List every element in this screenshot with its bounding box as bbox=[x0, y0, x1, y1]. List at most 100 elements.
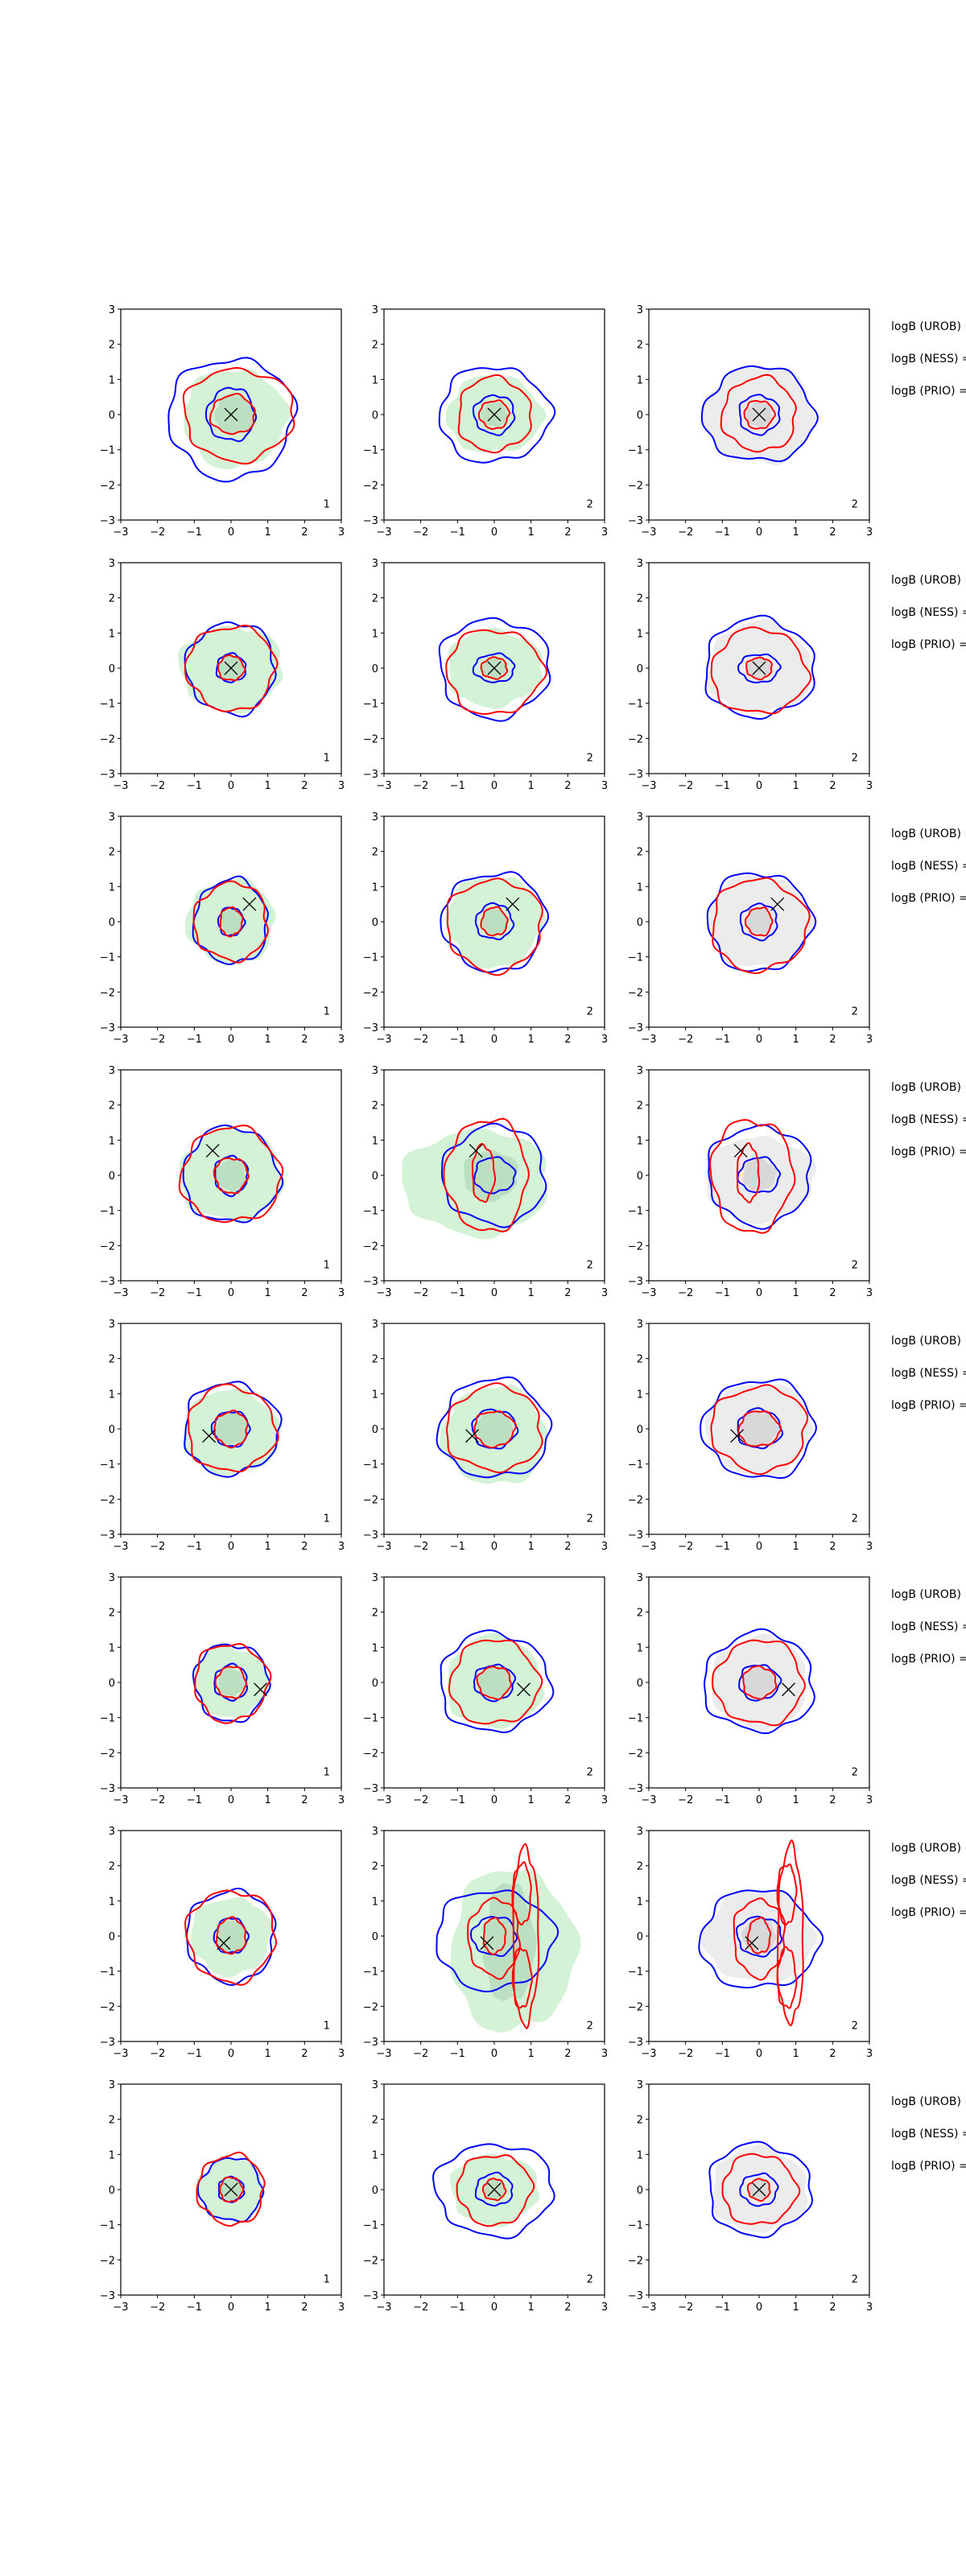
x-marker bbox=[242, 897, 257, 911]
x-tick-label: 1 bbox=[528, 1287, 535, 1299]
logb-label: logB (PRIO) = bbox=[891, 1653, 966, 1666]
red-contour bbox=[467, 1897, 522, 1980]
x-tick-label: 3 bbox=[866, 780, 873, 792]
x-tick-label: −3 bbox=[376, 2048, 391, 2060]
red-contour bbox=[445, 629, 548, 716]
blue-contour bbox=[210, 1410, 251, 1448]
blue-contour bbox=[738, 1664, 782, 1702]
red-contour bbox=[709, 1119, 796, 1234]
panel-r2-c1: −3−3 −2 −2 −1 −1 0 0 1 1 2 2 3 3 1 bbox=[100, 558, 345, 792]
y-tick-label: 2 bbox=[637, 847, 643, 859]
blue-contour bbox=[708, 1124, 812, 1230]
x-tick-label: −1 bbox=[187, 2301, 202, 2314]
y-tick-label: −3 bbox=[628, 1276, 643, 1288]
logb-label: logB (NESS) = bbox=[891, 2128, 966, 2140]
y-tick-label: 0 bbox=[109, 663, 115, 675]
x-marker bbox=[487, 661, 502, 675]
x-tick-label: 0 bbox=[228, 526, 234, 539]
x-marker bbox=[465, 1429, 480, 1443]
x-tick-label: 2 bbox=[564, 526, 571, 539]
red-contour bbox=[208, 392, 256, 436]
y-tick-label: 1 bbox=[109, 628, 115, 640]
x-marker bbox=[752, 2182, 766, 2197]
y-tick-label: 3 bbox=[372, 1826, 378, 1838]
x-tick-label: 1 bbox=[265, 1287, 271, 1299]
density-core bbox=[481, 907, 509, 936]
x-tick-label: 2 bbox=[564, 2048, 571, 2060]
panel-r7-c3: −3−3 −2 −2 −1 −1 0 0 1 1 2 2 3 3 2 bbox=[628, 1826, 873, 2060]
y-tick-label: −1 bbox=[100, 445, 115, 457]
density-core bbox=[477, 1665, 511, 1699]
x-tick-label: −2 bbox=[150, 2301, 165, 2314]
y-tick-label: −2 bbox=[100, 1241, 115, 1253]
panel-label: 2 bbox=[587, 1260, 593, 1272]
x-tick-label: 1 bbox=[793, 2301, 799, 2314]
panel-label: 2 bbox=[852, 2274, 858, 2286]
x-tick-label: −2 bbox=[150, 1034, 165, 1046]
red-contour bbox=[737, 1410, 782, 1447]
panel-r1-c1: −3−3 −2 −2 −1 −1 0 0 1 1 2 2 3 3 1 bbox=[100, 304, 345, 539]
y-tick-label: −3 bbox=[628, 1783, 643, 1795]
density-core bbox=[217, 1920, 247, 1953]
blue-contour bbox=[737, 1156, 782, 1194]
y-tick-label: 0 bbox=[637, 2185, 643, 2197]
x-tick-label: 0 bbox=[491, 780, 497, 792]
x-tick-label: 3 bbox=[338, 2301, 345, 2314]
density-core bbox=[213, 1412, 249, 1445]
red-contour bbox=[745, 656, 773, 681]
y-tick-label: 1 bbox=[109, 1389, 115, 1401]
y-tick-label: −3 bbox=[363, 1276, 378, 1288]
blue-contour bbox=[474, 2171, 514, 2207]
y-tick-label: −1 bbox=[628, 1459, 643, 1472]
y-tick-label: −2 bbox=[100, 1494, 115, 1506]
x-tick-label: −1 bbox=[450, 780, 465, 792]
x-tick-label: 1 bbox=[528, 2048, 535, 2060]
y-tick-label: 3 bbox=[637, 558, 643, 570]
x-tick-label: −2 bbox=[413, 1287, 428, 1299]
red-contour bbox=[217, 654, 246, 682]
x-tick-label: −1 bbox=[450, 1541, 465, 1553]
logb-label: logB (PRIO) = bbox=[891, 1146, 966, 1158]
x-tick-label: 0 bbox=[756, 1541, 762, 1553]
red-contour bbox=[457, 374, 532, 454]
red-contour bbox=[511, 1947, 533, 2009]
blue-contour bbox=[441, 1122, 547, 1228]
x-tick-label: 2 bbox=[564, 780, 571, 792]
y-tick-label: −3 bbox=[100, 1022, 115, 1034]
panel-label: 2 bbox=[587, 1767, 593, 1779]
logb-label: logB (UROB) = bbox=[891, 320, 966, 333]
y-tick-label: 2 bbox=[109, 1861, 115, 1873]
red-contour bbox=[184, 624, 279, 712]
x-tick-label: −3 bbox=[113, 2301, 128, 2314]
x-tick-label: −2 bbox=[413, 1541, 428, 1553]
x-tick-label: −1 bbox=[187, 526, 202, 539]
density-core bbox=[746, 906, 774, 936]
y-tick-label: 2 bbox=[109, 1100, 115, 1113]
blue-contour bbox=[204, 386, 258, 443]
y-tick-label: 1 bbox=[372, 628, 378, 640]
blue-contour bbox=[432, 2143, 555, 2240]
x-tick-label: −3 bbox=[641, 2301, 656, 2314]
panel-r8-c3: −3−3 −2 −2 −1 −1 0 0 1 1 2 2 3 3 2 bbox=[628, 2079, 873, 2314]
red-contour bbox=[733, 1897, 786, 1981]
x-tick-label: 3 bbox=[601, 2301, 608, 2314]
y-tick-label: 2 bbox=[109, 1608, 115, 1620]
y-tick-label: −2 bbox=[628, 2001, 643, 2013]
y-tick-label: −3 bbox=[363, 1022, 378, 1034]
y-tick-label: 2 bbox=[372, 2115, 378, 2127]
y-tick-label: 2 bbox=[109, 847, 115, 859]
y-tick-label: 3 bbox=[372, 1065, 378, 1077]
x-tick-label: 2 bbox=[564, 1287, 571, 1299]
x-tick-label: 2 bbox=[301, 2048, 308, 2060]
x-tick-label: 1 bbox=[265, 2048, 271, 2060]
x-tick-label: 3 bbox=[601, 1034, 608, 1046]
y-tick-label: −3 bbox=[100, 1783, 115, 1795]
x-tick-label: 1 bbox=[793, 780, 799, 792]
x-marker bbox=[752, 407, 766, 422]
x-tick-label: −1 bbox=[715, 1287, 730, 1299]
y-tick-label: 1 bbox=[372, 2149, 378, 2161]
y-tick-label: 1 bbox=[372, 1135, 378, 1147]
y-tick-label: −1 bbox=[628, 952, 643, 964]
x-tick-label: 1 bbox=[265, 1034, 271, 1046]
red-contour bbox=[710, 626, 812, 715]
